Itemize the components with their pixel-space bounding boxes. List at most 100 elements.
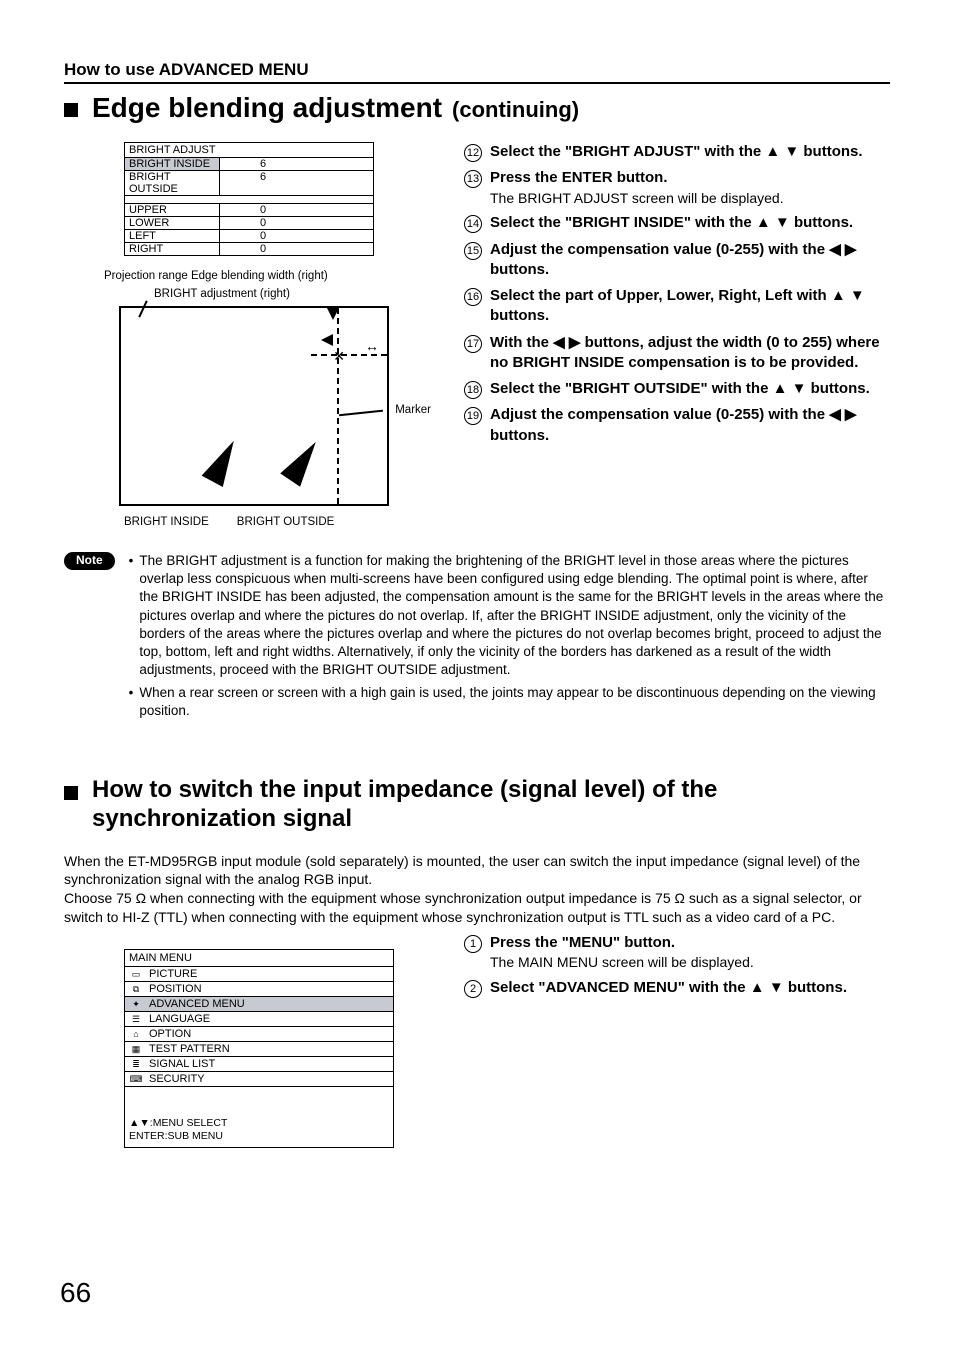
- columns-1: BRIGHT ADJUST BRIGHT INSIDE6BRIGHT OUTSI…: [64, 142, 890, 528]
- menu-item: ⌂ OPTION: [125, 1026, 393, 1041]
- note-bullet-text: When a rear screen or screen with a high…: [139, 684, 890, 720]
- step-number: 17: [464, 335, 482, 353]
- table-cell: 0: [220, 230, 373, 242]
- square-bullet-icon: [64, 786, 78, 800]
- step-bold: Adjust the compensation value (0-255) wi…: [490, 405, 890, 446]
- menu-item: ⌨ SECURITY: [125, 1071, 393, 1086]
- step-number: 12: [464, 144, 482, 162]
- table-cell: LEFT: [125, 230, 220, 242]
- table-row: LEFT0: [125, 229, 373, 242]
- table-cell: RIGHT: [125, 243, 220, 255]
- table-cell: 0: [220, 204, 373, 216]
- menu-icon: ⌂: [129, 1029, 143, 1039]
- main-menu-box: MAIN MENU ▭ PICTURE ⧉ POSITION✦ADVANCED MEN…: [124, 949, 394, 1148]
- step: 1Press the "MENU" button.The MAIN MENU s…: [464, 933, 890, 972]
- step-bold: Select the part of Upper, Lower, Right, …: [490, 286, 890, 327]
- menu-footer-line: ENTER:SUB MENU: [129, 1130, 389, 1143]
- step-number: 2: [464, 980, 482, 998]
- menu-icon: ⧉: [129, 984, 143, 995]
- left-column: BRIGHT ADJUST BRIGHT INSIDE6BRIGHT OUTSI…: [64, 142, 434, 528]
- step: 17 With the ◀ ▶ buttons, adjust the width…: [464, 333, 890, 374]
- section-2: How to switch the input impedance (signa…: [64, 776, 890, 1148]
- table-cell: 0: [220, 217, 373, 229]
- menu-item-label: SECURITY: [149, 1073, 205, 1085]
- x-mark-icon: ✕: [333, 348, 345, 365]
- main-menu-title: MAIN MENU: [125, 950, 393, 966]
- width-arrow-icon: ↔: [365, 338, 379, 354]
- menu-item-label: OPTION: [149, 1028, 191, 1040]
- table-cell: 0: [220, 243, 373, 255]
- projection-diagram: ↔ ✕ Marker: [119, 306, 389, 506]
- menu-icon: ▦: [129, 1044, 143, 1055]
- arrow-left-icon: [321, 334, 333, 346]
- menu-icon: ▭: [129, 969, 143, 980]
- menu-icon: ☰: [129, 1014, 143, 1025]
- big-arrow-icon: [280, 435, 326, 487]
- note-block: Note •The BRIGHT adjustment is a functio…: [64, 552, 890, 724]
- section-label: How to use ADVANCED MENU: [64, 60, 890, 84]
- step: 12 Select the "BRIGHT ADJUST" with the ▲ …: [464, 142, 890, 162]
- table-row: UPPER0: [125, 203, 373, 216]
- table-cell: UPPER: [125, 204, 220, 216]
- note-bullet: •The BRIGHT adjustment is a function for…: [129, 552, 890, 680]
- bright-adjust-title: BRIGHT ADJUST: [125, 143, 373, 157]
- step-bold: Select the "BRIGHT INSIDE" with the ▲ ▼ …: [490, 213, 890, 233]
- step: 15 Adjust the compensation value (0-255) …: [464, 240, 890, 281]
- marker-label: Marker: [395, 404, 431, 416]
- step-number: 14: [464, 215, 482, 233]
- bright-adjust-table: BRIGHT ADJUST BRIGHT INSIDE6BRIGHT OUTSI…: [124, 142, 374, 256]
- heading-1-row: Edge blending adjustment (continuing): [64, 92, 890, 124]
- menu-item-label: LANGUAGE: [149, 1013, 210, 1025]
- step-number: 16: [464, 288, 482, 306]
- marker-line: [339, 410, 383, 417]
- heading-2: How to switch the input impedance (signa…: [92, 776, 890, 834]
- step-bold: Select the "BRIGHT ADJUST" with the ▲ ▼ …: [490, 142, 890, 162]
- menu-icon: ≣: [129, 1059, 143, 1070]
- menu-item: ▦TEST PATTERN: [125, 1041, 393, 1056]
- square-bullet-icon: [64, 103, 78, 117]
- step-bold: Select "ADVANCED MENU" with the ▲ ▼ butt…: [490, 978, 890, 998]
- steps-list-1: 12 Select the "BRIGHT ADJUST" with the ▲ …: [464, 142, 890, 528]
- menu-item-label: PICTURE: [149, 968, 197, 980]
- table-gap: [125, 195, 373, 203]
- menu-item: ✦ADVANCED MENU: [125, 996, 393, 1011]
- paragraph-line: Choose 75 Ω when connecting with the equ…: [64, 889, 890, 927]
- table-cell: 6: [220, 171, 373, 195]
- step-plain: The BRIGHT ADJUST screen will be display…: [490, 189, 890, 208]
- step: 16 Select the part of Upper, Lower, Right…: [464, 286, 890, 327]
- menu-item: ☰ LANGUAGE: [125, 1011, 393, 1026]
- note-bullet: •When a rear screen or screen with a hig…: [129, 684, 890, 720]
- step: 2 Select "ADVANCED MENU" with the ▲ ▼ but…: [464, 978, 890, 998]
- step-number: 19: [464, 407, 482, 425]
- menu-item-label: POSITION: [149, 983, 202, 995]
- step: 19 Adjust the compensation value (0-255) …: [464, 405, 890, 446]
- heading-1-sub: (continuing): [452, 97, 579, 123]
- table-row: RIGHT0: [125, 242, 373, 255]
- menu-icon: ⌨: [129, 1074, 143, 1085]
- note-label: Note: [64, 552, 115, 570]
- step-number: 1: [464, 935, 482, 953]
- step-bold: With the ◀ ▶ buttons, adjust the width (…: [490, 333, 890, 374]
- main-menu-footer: ▲▼:MENU SELECT ENTER:SUB MENU: [125, 1086, 393, 1147]
- table-row: BRIGHT OUTSIDE6: [125, 170, 373, 195]
- menu-item: ▭ PICTURE: [125, 966, 393, 981]
- table-cell: LOWER: [125, 217, 220, 229]
- table-cell: BRIGHT INSIDE: [125, 158, 220, 170]
- step-bold: Press the "MENU" button.: [490, 933, 890, 953]
- table-cell: 6: [220, 158, 373, 170]
- step-bold: Select the "BRIGHT OUTSIDE" with the ▲ ▼…: [490, 379, 890, 399]
- table-row: BRIGHT INSIDE6: [125, 157, 373, 170]
- big-arrow-icon: [202, 435, 245, 487]
- step: 13Press the ENTER button.The BRIGHT ADJU…: [464, 168, 890, 207]
- step-number: 15: [464, 242, 482, 260]
- step-bold: Adjust the compensation value (0-255) wi…: [490, 240, 890, 281]
- label-bright-inside: BRIGHT INSIDE: [124, 516, 209, 528]
- paragraph-2: When the ET-MD95RGB input module (sold s…: [64, 852, 890, 928]
- diagram-caption-top: Projection range Edge blending width (ri…: [104, 270, 434, 282]
- steps-list-2: 1Press the "MENU" button.The MAIN MENU s…: [464, 933, 890, 1148]
- paragraph-line: When the ET-MD95RGB input module (sold s…: [64, 852, 890, 890]
- menu-item-label: SIGNAL LIST: [149, 1058, 215, 1070]
- menu-item: ≣ SIGNAL LIST: [125, 1056, 393, 1071]
- table-cell: BRIGHT OUTSIDE: [125, 171, 220, 195]
- dashed-horizontal: [311, 354, 387, 356]
